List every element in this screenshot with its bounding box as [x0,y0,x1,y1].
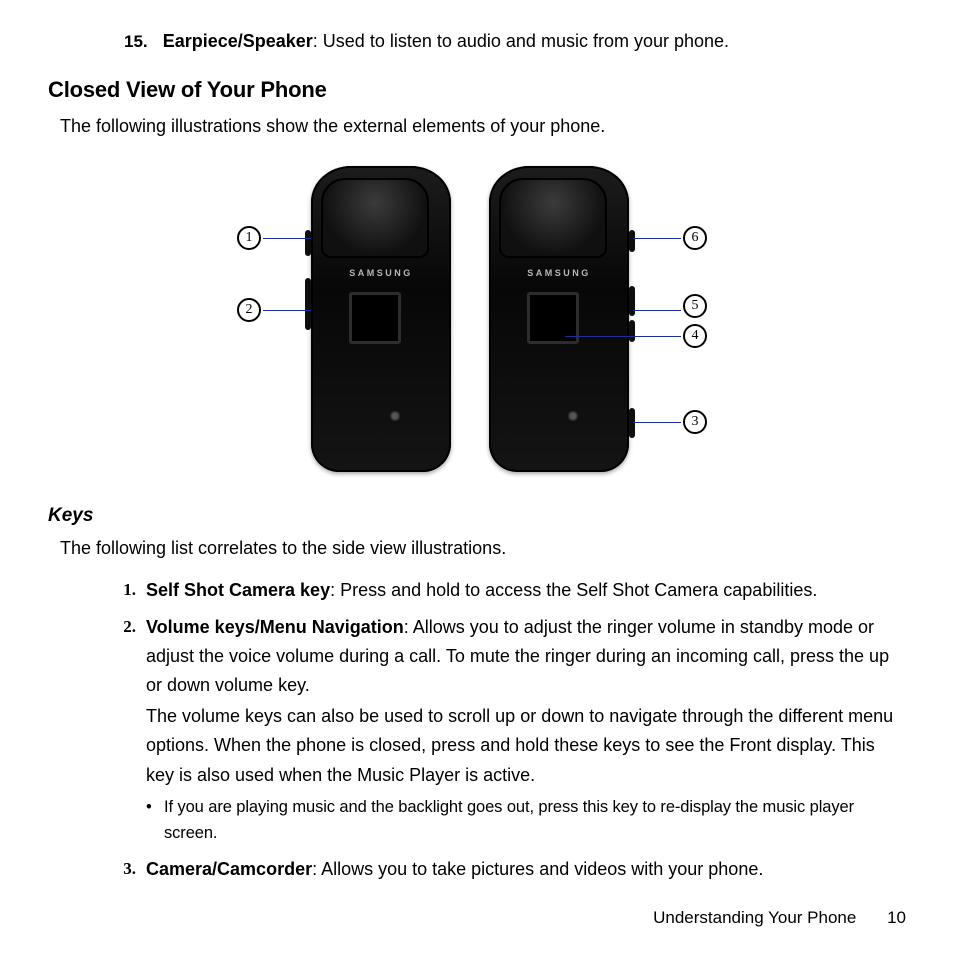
list-item-2: 2. Volume keys/Menu Navigation: Allows y… [108,613,906,847]
callout-5: 5 [683,294,707,318]
callout-2: 2 [237,298,261,322]
item-15-number: 15. [124,32,148,51]
page-footer: Understanding Your Phone 10 [653,908,906,928]
list-label: Volume keys/Menu Navigation [146,617,404,637]
list-number: 3. [108,855,136,883]
item-15-label: Earpiece/Speaker [163,31,313,51]
footer-section: Understanding Your Phone [653,908,856,927]
heading-keys: Keys [48,505,906,527]
callout-1: 1 [237,226,261,250]
item-15-text: : Used to listen to audio and music from… [313,31,729,51]
leader-line [263,238,311,239]
leader-line [633,310,681,311]
list-body: : Allows you to take pictures and videos… [312,859,763,879]
list-body-cont: The volume keys can also be used to scro… [146,702,906,789]
callout-4: 4 [683,324,707,348]
leader-line [633,422,681,423]
phone-left-illustration: SAMSUNG [305,160,457,480]
brand-label-right: SAMSUNG [483,268,635,278]
callout-6: 6 [683,226,707,250]
keys-list: 1. Self Shot Camera key: Press and hold … [108,576,906,885]
list-body: : Press and hold to access the Self Shot… [330,580,817,600]
intro-keys: The following list correlates to the sid… [60,535,906,562]
heading-closed-view: Closed View of Your Phone [48,77,906,103]
leader-line [633,238,681,239]
list-label: Camera/Camcorder [146,859,312,879]
item-15: 15. Earpiece/Speaker: Used to listen to … [124,28,906,55]
leader-line [263,310,311,311]
bullet-dot-icon: • [146,794,152,821]
brand-label-left: SAMSUNG [305,268,457,278]
list-number: 1. [108,576,136,604]
footer-page-number: 10 [887,908,906,927]
callout-3: 3 [683,410,707,434]
figure-wrap: SAMSUNG SAMSUNG 1 2 3 4 [48,154,906,493]
intro-closed-view: The following illustrations show the ext… [60,113,906,140]
closed-view-figure: SAMSUNG SAMSUNG 1 2 3 4 [227,154,727,488]
sub-bullet-text: If you are playing music and the backlig… [164,798,854,843]
sub-bullet: • If you are playing music and the backl… [146,794,906,847]
leader-line [565,336,681,337]
phone-right-illustration: SAMSUNG [483,160,635,480]
list-item-1: 1. Self Shot Camera key: Press and hold … [108,576,906,605]
list-item-3: 3. Camera/Camcorder: Allows you to take … [108,855,906,884]
list-label: Self Shot Camera key [146,580,330,600]
list-number: 2. [108,613,136,641]
